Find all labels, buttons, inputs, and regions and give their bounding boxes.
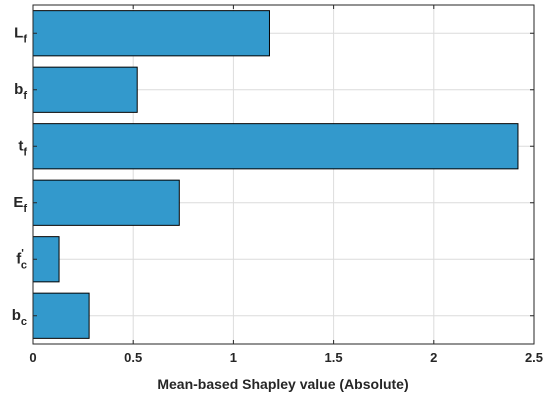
bar-fc — [32, 236, 60, 283]
bar-Lf — [32, 10, 270, 57]
category-labels: Lf bf tf Ef f' c bc — [12, 24, 28, 328]
category-label-Ef: Ef — [13, 194, 27, 215]
ticks: 0 0.5 1 1.5 2 2.5 — [29, 5, 543, 365]
bar-bf — [32, 66, 138, 113]
x-tick-label: 1 — [230, 350, 237, 365]
category-label-bc: bc — [12, 307, 27, 328]
x-tick-label: 0.5 — [124, 350, 142, 365]
x-tick-label: 2.5 — [525, 350, 543, 365]
bar-tf — [32, 123, 519, 170]
bars — [32, 10, 519, 339]
x-tick-label: 2 — [430, 350, 437, 365]
category-label-bf: bf — [14, 81, 27, 102]
x-tick-label: 1.5 — [325, 350, 343, 365]
x-axis-title: Mean-based Shapley value (Absolute) — [157, 376, 408, 392]
bar-Ef — [32, 179, 180, 226]
x-tick-label: 0 — [29, 350, 36, 365]
category-label-tf: tf — [18, 137, 27, 158]
axes-box — [32, 4, 535, 345]
category-label-Lf: Lf — [14, 24, 27, 45]
bar-bc — [32, 292, 90, 339]
category-label-fc: f' c — [16, 247, 27, 271]
